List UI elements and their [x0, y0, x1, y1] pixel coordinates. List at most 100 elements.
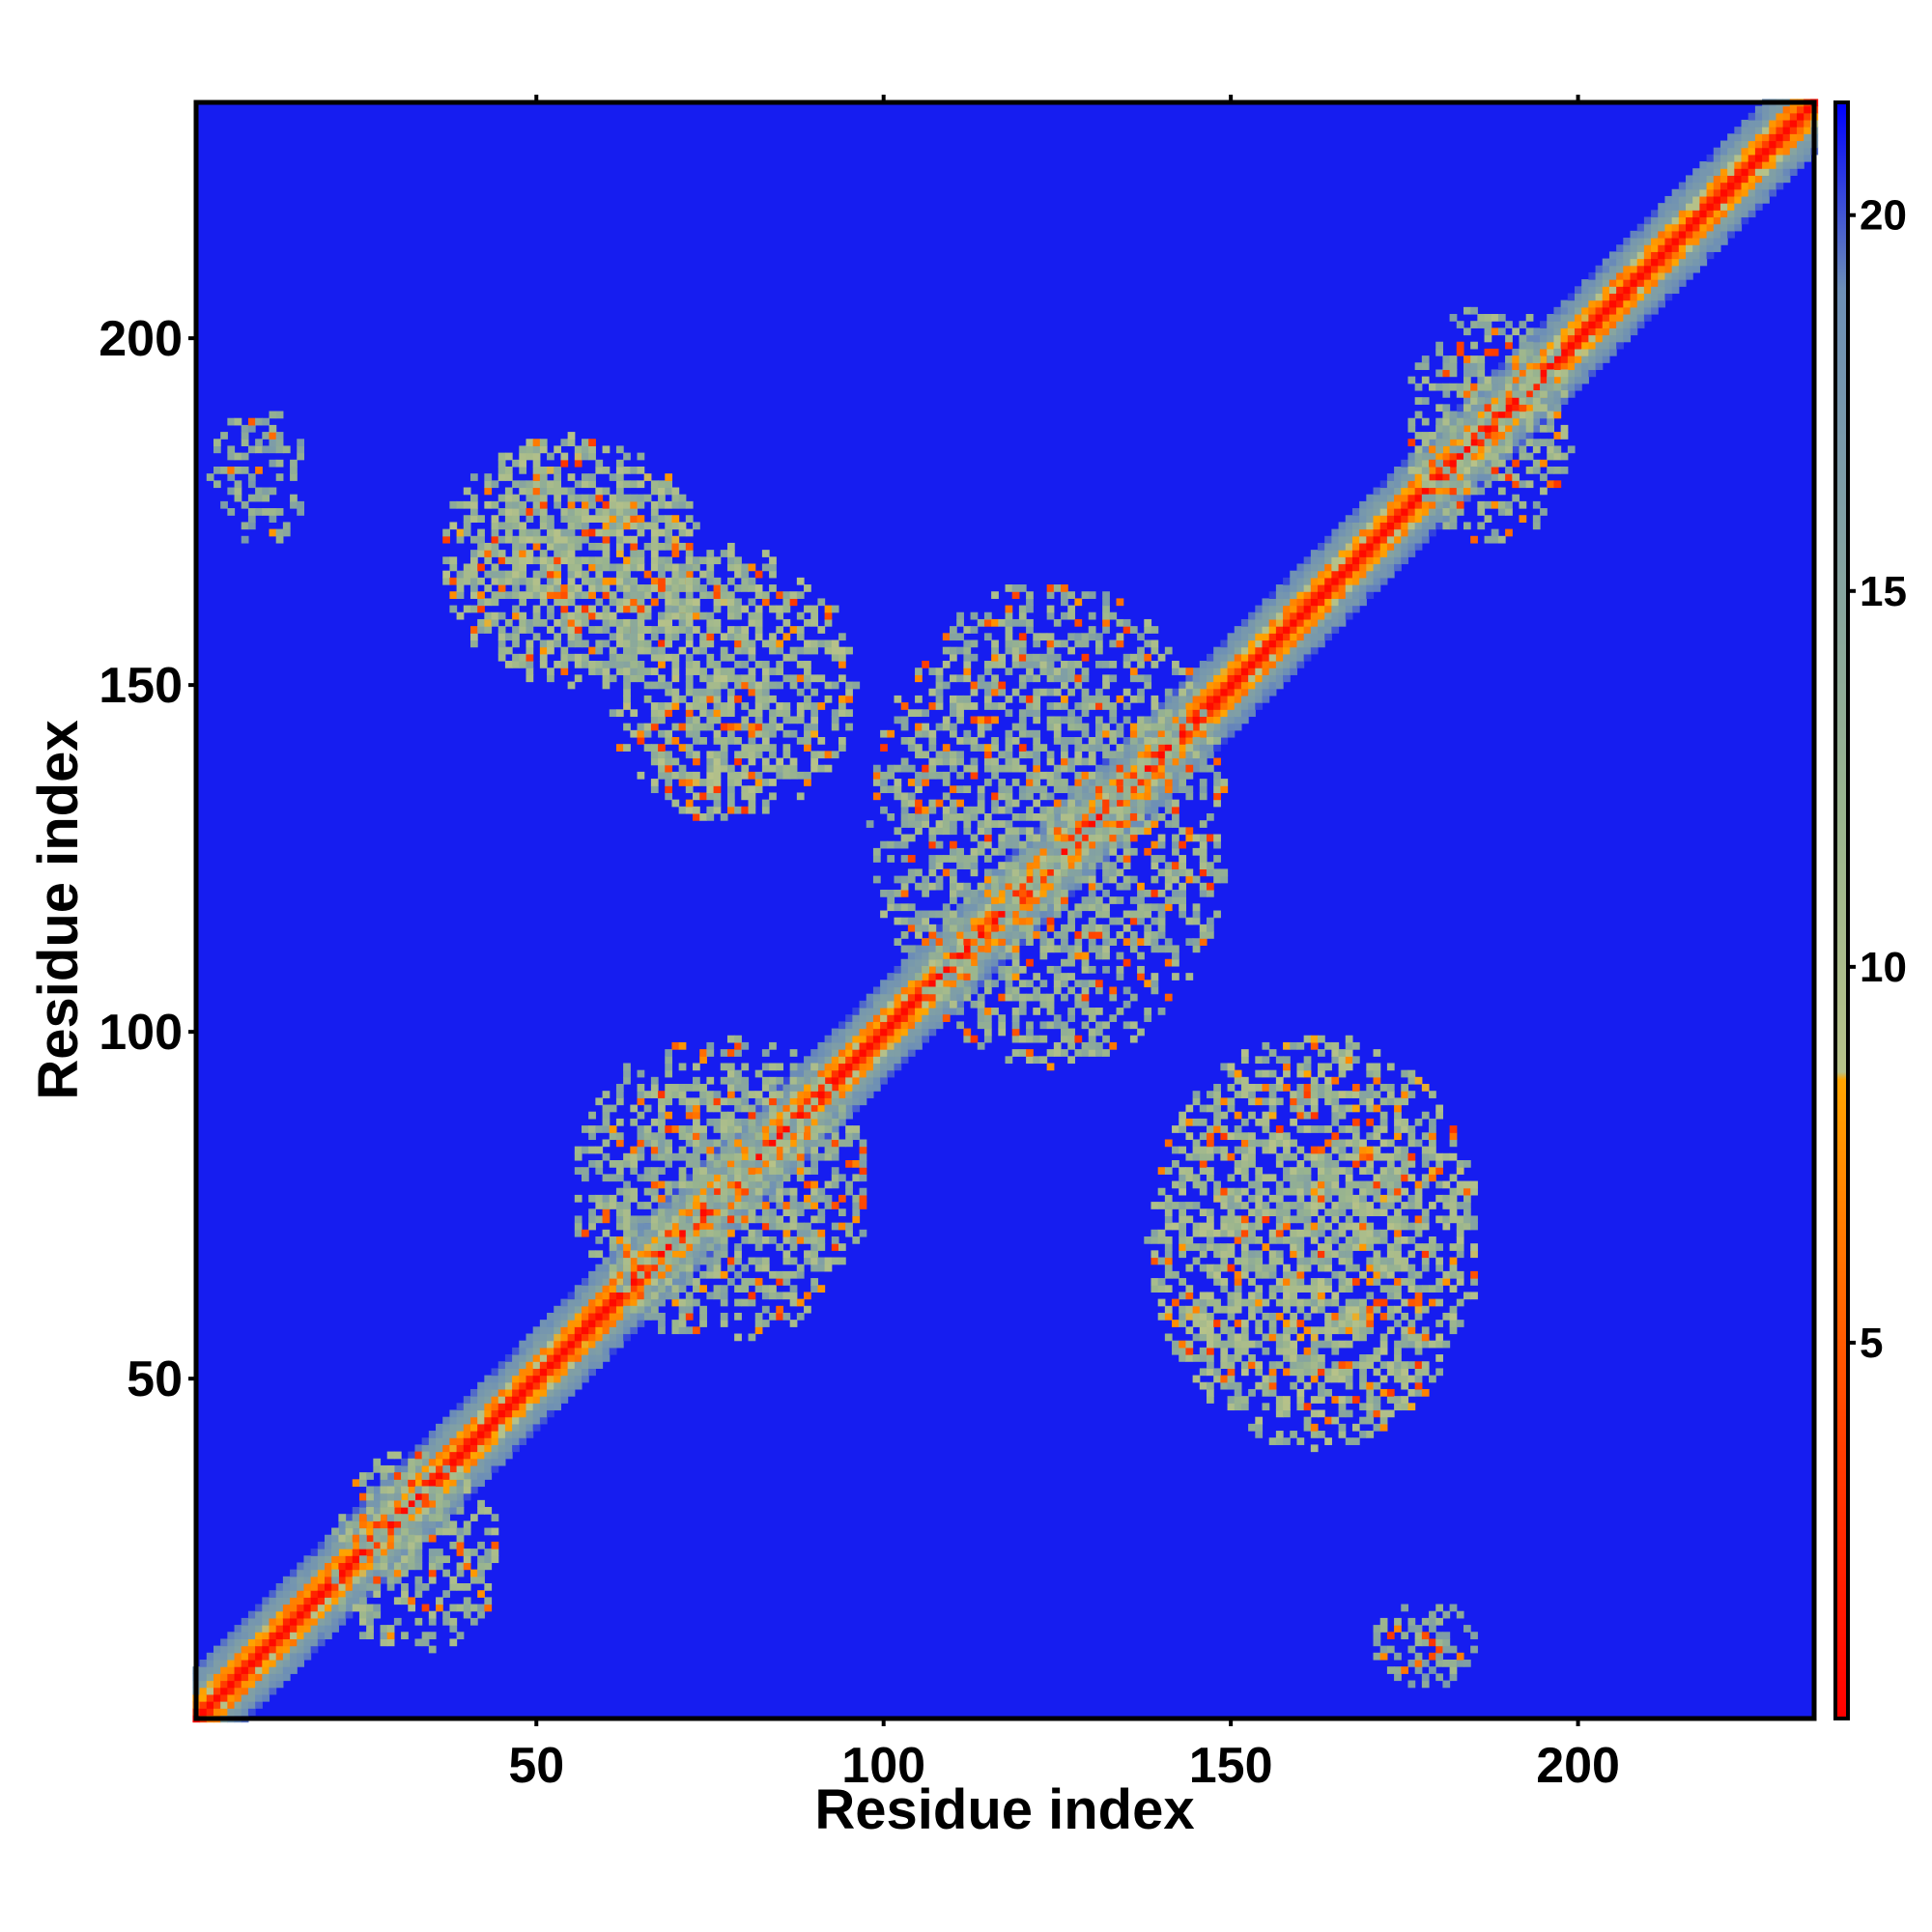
heatmap-cell — [643, 1270, 652, 1279]
heatmap-cell — [671, 542, 680, 551]
heatmap-cell — [386, 1499, 395, 1508]
heatmap-cell — [699, 1208, 707, 1217]
heatmap-cell — [532, 459, 541, 468]
heatmap-cell — [671, 591, 680, 599]
heatmap-cell — [1005, 855, 1013, 863]
heatmap-cell — [630, 1326, 639, 1335]
heatmap-cell — [1636, 299, 1645, 308]
heatmap-cell — [386, 1562, 395, 1571]
heatmap-cell — [928, 737, 937, 745]
heatmap-cell — [1699, 238, 1708, 245]
heatmap-cell — [1351, 570, 1360, 579]
heatmap-cell — [1734, 182, 1743, 190]
heatmap-cell — [602, 528, 611, 537]
heatmap-cell — [678, 563, 687, 572]
heatmap-cell — [1262, 598, 1270, 607]
heatmap-cell — [297, 1659, 305, 1667]
heatmap-cell — [942, 965, 951, 974]
heatmap-cell — [1602, 306, 1610, 315]
heatmap-cell — [449, 1437, 458, 1445]
heatmap-cell — [1664, 265, 1673, 273]
heatmap-cell — [887, 973, 895, 980]
heatmap-cell — [900, 1056, 909, 1065]
heatmap-cell — [741, 626, 750, 634]
heatmap-cell — [1595, 286, 1604, 295]
heatmap-cell — [1401, 500, 1409, 509]
heatmap-cell — [942, 917, 951, 925]
heatmap-cell — [887, 1028, 895, 1037]
heatmap-cell — [769, 716, 777, 724]
heatmap-cell — [928, 1008, 937, 1015]
heatmap-cell — [754, 1118, 763, 1126]
heatmap-cell — [588, 445, 596, 454]
heatmap-cell — [297, 1583, 305, 1591]
heatmap-cell — [574, 591, 582, 599]
heatmap-cell — [658, 702, 666, 710]
heatmap-cell — [345, 1590, 354, 1598]
heatmap-cell — [1706, 195, 1715, 204]
heatmap-cell — [325, 1610, 332, 1619]
heatmap-cell — [1366, 550, 1375, 557]
heatmap-cell — [469, 494, 478, 502]
heatmap-cell — [574, 508, 582, 516]
heatmap-cell — [574, 605, 582, 613]
heatmap-cell — [928, 827, 937, 836]
heatmap-cell — [1324, 570, 1332, 579]
heatmap-cell — [1213, 668, 1221, 675]
heatmap-cell — [1386, 494, 1395, 502]
heatmap-cell — [804, 1084, 811, 1092]
heatmap-cell — [1290, 661, 1298, 668]
heatmap-cell — [650, 702, 659, 710]
heatmap-cell — [1275, 653, 1284, 662]
heatmap-cell — [1747, 147, 1756, 156]
heatmap-cell — [532, 466, 541, 474]
heatmap-cell — [671, 494, 680, 502]
heatmap-cell — [1747, 112, 1756, 121]
heatmap-cell — [1061, 799, 1068, 808]
heatmap-cell — [1706, 175, 1715, 184]
heatmap-cell — [1359, 500, 1367, 509]
heatmap-cell — [227, 1632, 236, 1640]
heatmap-cell — [741, 771, 750, 780]
heatmap-cell — [539, 570, 548, 579]
heatmap-cell — [1318, 611, 1325, 620]
heatmap-cell — [297, 1617, 305, 1626]
heatmap-cell — [547, 487, 554, 496]
heatmap-cell — [1074, 855, 1083, 863]
heatmap-cell — [1575, 299, 1582, 308]
heatmap-cell — [1240, 661, 1249, 668]
heatmap-cell — [824, 1056, 833, 1065]
heatmap-cell — [581, 611, 589, 620]
heatmap-cell — [643, 626, 652, 634]
heatmap-cell — [1039, 820, 1048, 828]
heatmap-cell — [817, 702, 826, 710]
heatmap-cell — [519, 452, 527, 461]
heatmap-cell — [560, 626, 569, 634]
heatmap-cell — [970, 896, 979, 904]
heatmap-cell — [817, 626, 826, 634]
heatmap-cell — [588, 1333, 596, 1342]
heatmap-cell — [1512, 445, 1520, 454]
heatmap-cell — [928, 958, 937, 967]
heatmap-cell — [1699, 216, 1708, 225]
heatmap-cell — [838, 737, 846, 745]
heatmap-cell — [776, 605, 784, 613]
heatmap-cell — [887, 729, 895, 738]
heatmap-cell — [469, 639, 478, 648]
heatmap-cell — [554, 570, 561, 579]
heatmap-cell — [1429, 487, 1436, 496]
heatmap-cell — [282, 1604, 291, 1612]
heatmap-cell — [547, 1388, 554, 1397]
heatmap-cell — [1540, 321, 1548, 328]
heatmap-cell — [942, 952, 951, 960]
heatmap-cell — [1560, 314, 1569, 322]
heatmap-cell — [1727, 210, 1735, 218]
heatmap-cell — [1671, 230, 1680, 239]
heatmap-cell — [900, 855, 909, 863]
heatmap-cell — [983, 882, 992, 891]
heatmap-cell — [1643, 265, 1652, 273]
heatmap-cell — [532, 577, 541, 585]
heatmap-cell — [1658, 223, 1666, 232]
heatmap-cell — [1039, 910, 1048, 919]
heatmap-cell — [665, 1270, 673, 1279]
